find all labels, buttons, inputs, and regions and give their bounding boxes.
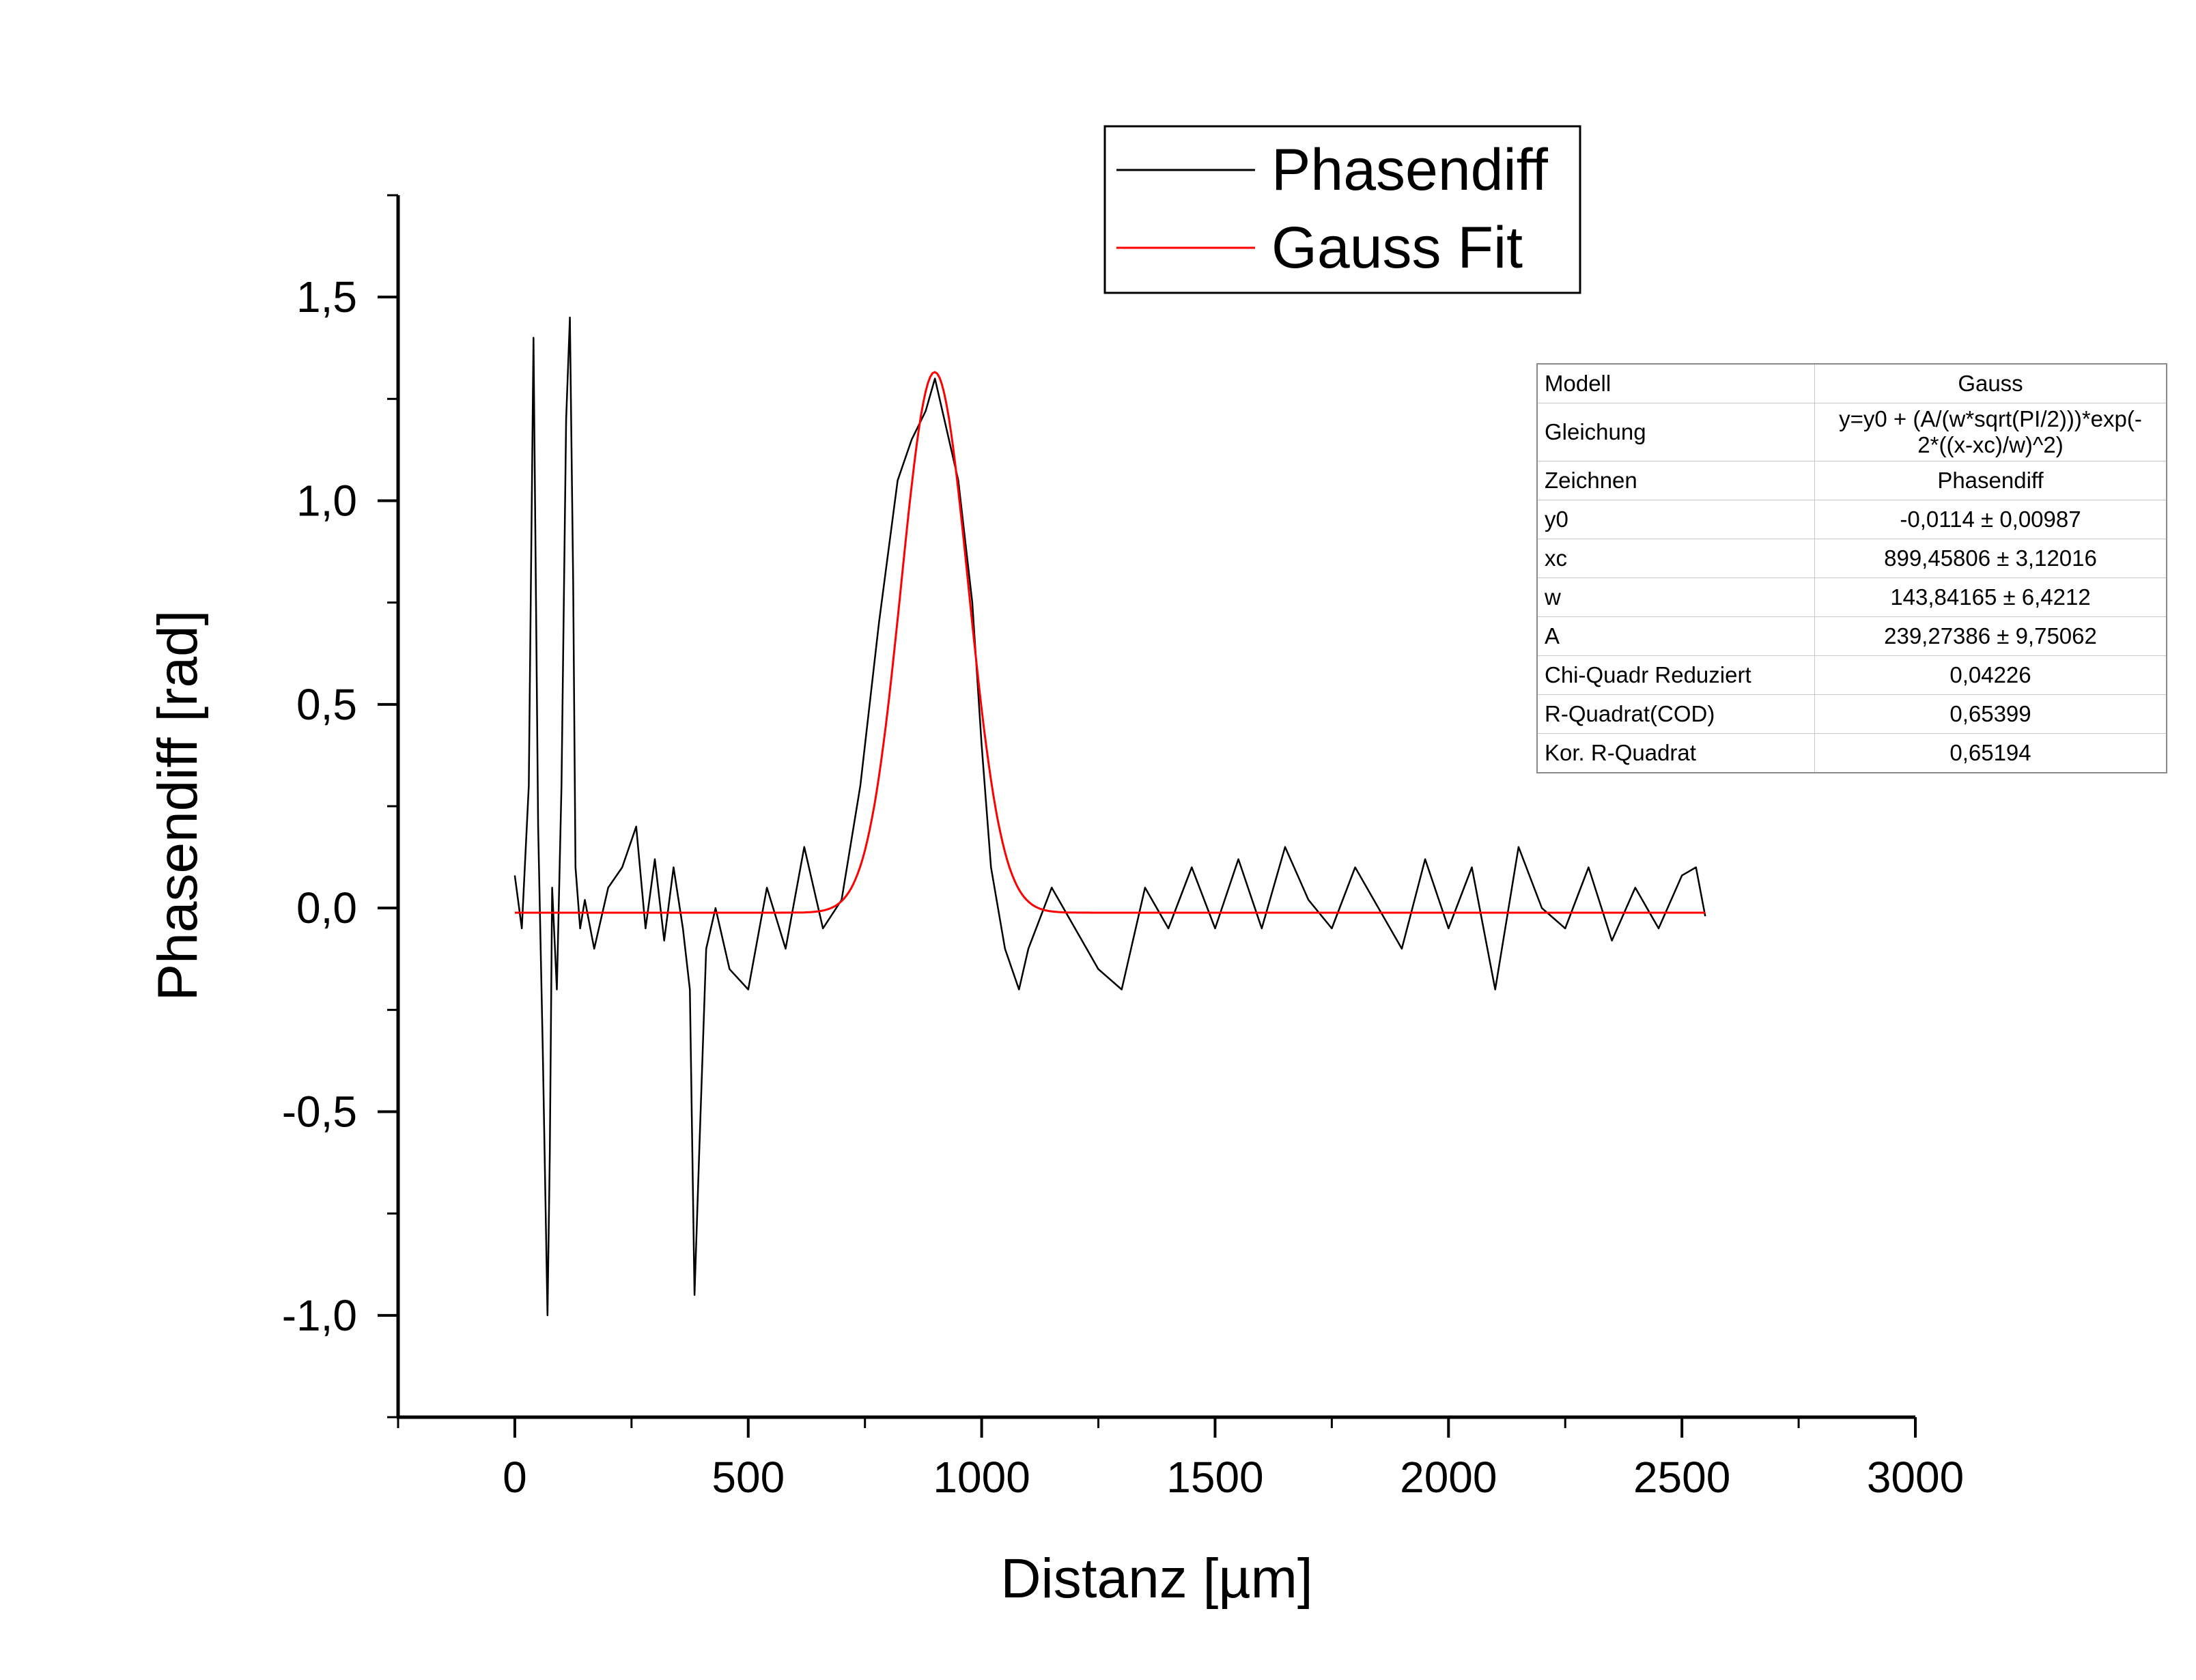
series-line-gauss-fit: [514, 371, 1706, 914]
row-value-y0: -0,0114 ± 0,00987: [1814, 500, 2167, 539]
table-row: A 239,27386 ± 9,75062: [1536, 616, 2167, 656]
row-key-chi-quadr: Chi-Quadr Reduziert: [1536, 655, 1815, 695]
table-row: Modell Gauss: [1536, 363, 2167, 403]
table-row: Kor. R-Quadrat 0,65194: [1536, 733, 2167, 773]
legend-box: [1103, 125, 1581, 294]
row-key-r-quadrat-cod: R-Quadrat(COD): [1536, 694, 1815, 734]
x-tick-label: 1000: [933, 1453, 1030, 1502]
row-key-w: w: [1536, 578, 1815, 617]
row-key-gleichung: Gleichung: [1536, 403, 1815, 461]
equation-line-2: 2*((x-xc)/w)^2): [1917, 432, 2064, 457]
row-value-w: 143,84165 ± 6,4212: [1814, 578, 2167, 617]
row-value-chi-quadr: 0,04226: [1814, 655, 2167, 695]
x-tick-label: 1500: [1166, 1453, 1263, 1502]
x-tick-label: 2000: [1400, 1453, 1497, 1502]
y-tick-label: -0,5: [282, 1087, 357, 1137]
row-key-zeichnen: Zeichnen: [1536, 461, 1815, 500]
table-row: y0 -0,0114 ± 0,00987: [1536, 500, 2167, 539]
table-row: R-Quadrat(COD) 0,65399: [1536, 694, 2167, 734]
legend-label-phasendiff: Phasendiff: [1271, 137, 1549, 203]
x-tick-label: 3000: [1867, 1453, 1964, 1502]
table-row: xc 899,45806 ± 3,12016: [1536, 539, 2167, 578]
x-tick-label: 500: [712, 1453, 785, 1502]
equation-line-1: y=y0 + (A/(w*sqrt(PI/2)))*exp(-: [1839, 406, 2142, 431]
y-tick-label: 0,5: [296, 680, 357, 729]
y-tick-label: 1,5: [296, 272, 357, 322]
series-line-phasendiff: [513, 316, 1706, 1317]
data-layer: [513, 316, 1706, 1317]
y-tick-label: -1,0: [282, 1291, 357, 1340]
y-tick-label: 1,0: [296, 476, 357, 526]
y-axis-title: Phasendiff [rad]: [147, 610, 209, 1001]
legend: Phasendiff Gauss Fit: [1103, 125, 1581, 294]
x-tick-label: 0: [503, 1453, 527, 1502]
fit-results-table: Modell Gauss Gleichung y=y0 + (A/(w*sqrt…: [1536, 363, 2167, 773]
row-key-y0: y0: [1536, 500, 1815, 539]
table-row: w 143,84165 ± 6,4212: [1536, 578, 2167, 617]
y-ticks: -1,0 -0,5 0,0 0,5 1,0 1,5: [282, 194, 398, 1419]
row-value-zeichnen: Phasendiff: [1814, 461, 2167, 500]
table-row: Chi-Quadr Reduziert 0,04226: [1536, 655, 2167, 695]
y-tick-label: 0,0: [296, 883, 357, 932]
table-row: Zeichnen Phasendiff: [1536, 461, 2167, 500]
row-key-modell: Modell: [1536, 363, 1815, 403]
x-axis-title: Distanz [µm]: [1000, 1548, 1312, 1610]
x-ticks: 0 500 1000 1500 2000 2500 3000: [397, 1417, 1964, 1502]
row-key-xc: xc: [1536, 539, 1815, 578]
row-key-kor-r-quadrat: Kor. R-Quadrat: [1536, 733, 1815, 773]
legend-label-gauss-fit: Gauss Fit: [1271, 215, 1523, 281]
table-row: Gleichung y=y0 + (A/(w*sqrt(PI/2)))*exp(…: [1536, 403, 2167, 461]
row-value-r-quadrat-cod: 0,65399: [1814, 694, 2167, 734]
row-value-a: 239,27386 ± 9,75062: [1814, 616, 2167, 656]
row-value-kor-r-quadrat: 0,65194: [1814, 733, 2167, 773]
row-key-a: A: [1536, 616, 1815, 656]
x-tick-label: 2500: [1633, 1453, 1730, 1502]
row-value-modell: Gauss: [1814, 363, 2167, 403]
row-value-xc: 899,45806 ± 3,12016: [1814, 539, 2167, 578]
row-value-gleichung: y=y0 + (A/(w*sqrt(PI/2)))*exp(- 2*((x-xc…: [1814, 403, 2167, 461]
